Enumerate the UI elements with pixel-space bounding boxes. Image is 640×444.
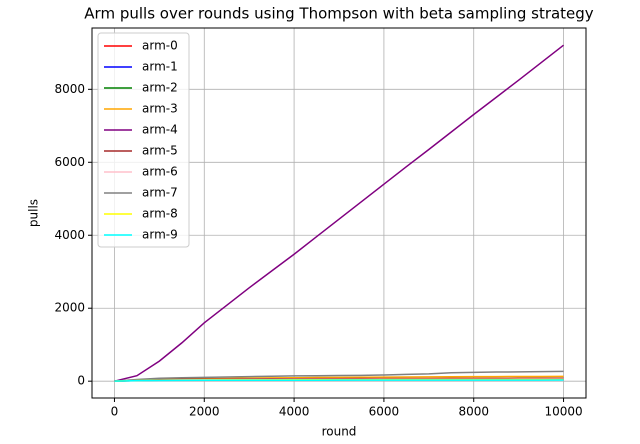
legend-label: arm-9 xyxy=(142,228,178,242)
legend-label: arm-1 xyxy=(142,60,178,74)
chart-title: Arm pulls over rounds using Thompson wit… xyxy=(84,5,594,23)
legend-label: arm-5 xyxy=(142,144,178,158)
legend-label: arm-3 xyxy=(142,102,178,116)
x-tick-label: 10000 xyxy=(544,405,582,419)
x-tick-label: 4000 xyxy=(279,405,310,419)
y-tick-label: 0 xyxy=(77,374,85,388)
x-tick-label: 0 xyxy=(111,405,119,419)
y-tick-label: 4000 xyxy=(54,228,85,242)
series-line xyxy=(114,370,564,382)
legend-label: arm-0 xyxy=(142,39,178,53)
y-axis-label: pulls xyxy=(27,199,41,227)
plot-frame xyxy=(91,27,587,399)
legend-label: arm-7 xyxy=(142,186,178,200)
legend-label: arm-8 xyxy=(142,207,178,221)
x-tick-label: 8000 xyxy=(458,405,489,419)
series-line xyxy=(114,379,564,382)
x-tick-label: 6000 xyxy=(369,405,400,419)
y-tick-label: 2000 xyxy=(54,301,85,315)
y-tick-label: 6000 xyxy=(54,155,85,169)
x-axis-label: round xyxy=(322,425,357,439)
legend-label: arm-2 xyxy=(142,81,178,95)
legend-label: arm-4 xyxy=(142,123,178,137)
y-tick-label: 8000 xyxy=(54,82,85,96)
x-tick-label: 2000 xyxy=(189,405,220,419)
legend-label: arm-6 xyxy=(142,165,178,179)
series-line xyxy=(114,44,565,382)
